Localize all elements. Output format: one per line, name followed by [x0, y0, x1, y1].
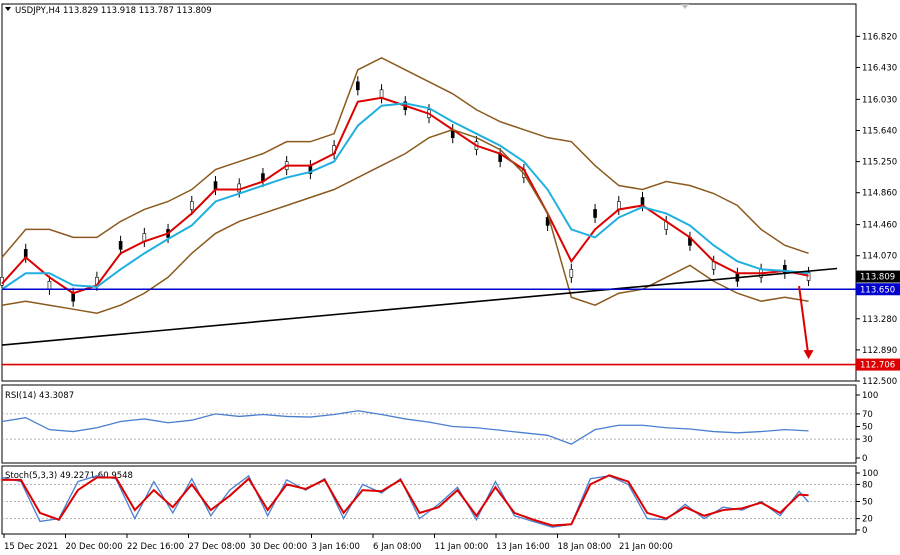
stoch-series-line-0 — [1, 474, 810, 528]
x-tick-label: 6 Jan 08:00 — [373, 542, 421, 552]
main-chart-title: USDJPY,H4 113.829 113.918 113.787 113.80… — [15, 6, 212, 16]
x-tick-label: 30 Dec 00:00 — [250, 542, 307, 552]
stoch-y-tick-label: 100 — [862, 469, 878, 479]
rsi-y-tick-label: 30 — [862, 435, 873, 445]
x-tick-label: 3 Jan 16:00 — [312, 542, 360, 552]
price-candle — [640, 197, 645, 206]
main-panel[interactable] — [1, 3, 857, 382]
axes: 116.820 116.430 116.030 115.640 115.250 114.8… — [3, 32, 900, 552]
rsi-panel[interactable] — [1, 384, 857, 464]
price-candle — [47, 280, 52, 290]
price-tag-label: 112.706 — [860, 361, 895, 371]
stoch-y-tick-label: 50 — [862, 498, 873, 508]
price-tag-bg — [856, 270, 900, 283]
main-plot — [0, 57, 856, 366]
main-series-line-3 — [1, 57, 809, 258]
stoch-y-tick-label: 20 — [862, 515, 873, 525]
main-series-line-1 — [1, 96, 809, 295]
main-y-tick-label: 116.030 — [862, 95, 897, 105]
price-tag-label: 113.650 — [860, 285, 895, 295]
x-tick-label: 27 Dec 08:00 — [189, 542, 246, 552]
price-candle — [379, 89, 384, 99]
stoch-y-tick-label: 80 — [862, 480, 873, 490]
main-y-tick-label: 116.820 — [862, 32, 897, 42]
price-candle — [356, 81, 360, 91]
price-candle — [189, 201, 194, 210]
x-tick-label: 18 Jan 08:00 — [558, 542, 612, 552]
price-candle — [237, 183, 242, 193]
chart-menu-arrow-icon[interactable] — [5, 7, 11, 11]
forecast-arrow-head — [803, 350, 814, 360]
stoch-title: Stoch(5,3,3) 49.2271 60.9548 — [5, 471, 133, 481]
main-series-line-4 — [1, 128, 809, 314]
stoch-y-tick-label: 0 — [862, 526, 867, 536]
main-y-tick-label: 115.250 — [862, 158, 897, 168]
price-candle — [71, 292, 75, 302]
stoch-plot — [1, 474, 856, 528]
x-tick-label: 13 Jan 16:00 — [496, 542, 550, 552]
price-candle — [213, 181, 218, 190]
main-y-tick-label: 114.070 — [862, 252, 897, 262]
main-y-tick-label: 114.460 — [862, 221, 897, 231]
x-tick-label: 15 Dec 2021 — [4, 542, 58, 552]
rsi-y-tick-label: 50 — [862, 423, 873, 433]
main-y-tick-label: 114.860 — [862, 189, 897, 199]
rsi-series-line-0 — [1, 410, 809, 445]
rsi-plot — [1, 410, 856, 445]
price-candle — [118, 241, 123, 250]
price-tag-bg — [856, 358, 900, 371]
main-y-tick-label: 115.640 — [862, 126, 897, 136]
price-tag-label: 113.809 — [860, 273, 895, 283]
main-y-tick-label: 113.280 — [862, 315, 897, 325]
main-y-tick-label: 112.500 — [862, 377, 897, 387]
price-candle — [593, 209, 597, 218]
x-tick-label: 21 Jan 00:00 — [619, 542, 673, 552]
main-series-line-2 — [1, 102, 809, 291]
price-candle — [616, 201, 621, 210]
stoch-series-line-1 — [2, 474, 809, 527]
rsi-y-tick-label: 100 — [862, 391, 878, 401]
x-tick-label: 20 Dec 00:00 — [66, 542, 123, 552]
price-candle — [569, 269, 574, 278]
main-y-tick-label: 112.890 — [862, 346, 897, 356]
price-tag-bg — [856, 283, 900, 296]
rsi-y-tick-label: 0 — [862, 454, 867, 464]
main-y-tick-label: 116.430 — [862, 63, 897, 73]
rsi-title: RSI(14) 43.3087 — [5, 391, 74, 401]
trendline — [1, 267, 838, 346]
rsi-panel-frame — [1, 384, 857, 464]
rsi-y-tick-label: 70 — [862, 410, 873, 420]
scroll-marker-icon[interactable] — [681, 4, 689, 9]
x-tick-label: 22 Dec 16:00 — [127, 542, 184, 552]
forecast-arrow-shaft — [798, 285, 810, 358]
x-tick-label: 11 Jan 00:00 — [435, 542, 489, 552]
main-panel-frame — [1, 3, 857, 382]
